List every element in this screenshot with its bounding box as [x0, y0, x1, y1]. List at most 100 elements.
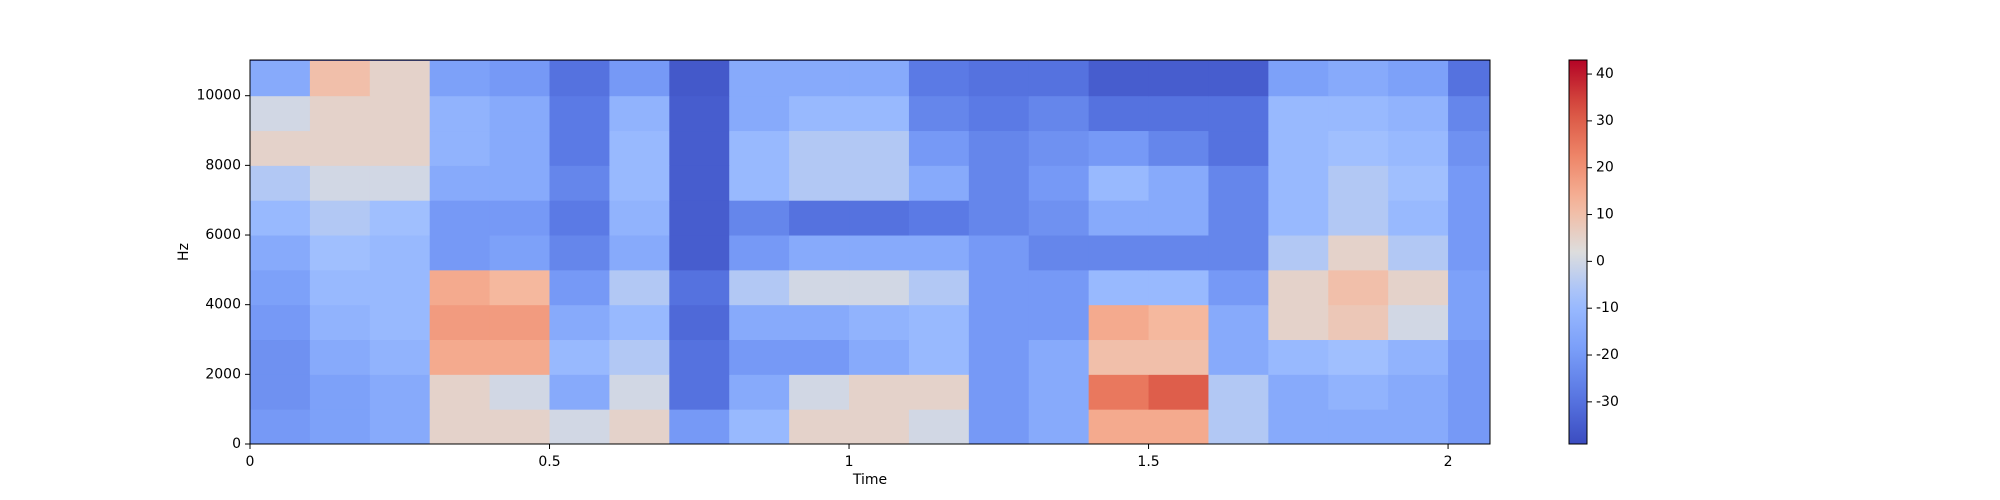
cell [1268, 409, 1329, 444]
cell [1448, 130, 1490, 166]
cell [429, 200, 491, 236]
cell [489, 95, 551, 132]
cell [250, 200, 311, 236]
cell [549, 339, 610, 375]
cell [1448, 60, 1490, 97]
cell [549, 60, 610, 97]
cell [849, 130, 910, 166]
cell [729, 409, 790, 444]
x-axis-label: Time [852, 472, 887, 488]
cell [1208, 235, 1269, 271]
cell [1388, 409, 1449, 444]
colorbar-tick-label: -20 [1596, 347, 1619, 363]
cell [789, 339, 850, 375]
cell [1448, 235, 1490, 271]
cell [1388, 269, 1449, 306]
y-tick-label: 8000 [205, 157, 241, 173]
cell [1448, 165, 1490, 201]
cell [1208, 165, 1269, 201]
cell [968, 60, 1030, 97]
cell [1448, 374, 1490, 410]
cell [1448, 200, 1490, 236]
cell [729, 304, 790, 341]
cell [1388, 95, 1449, 132]
cell [250, 374, 311, 410]
cell [729, 200, 790, 236]
cell [908, 95, 970, 132]
cell [369, 60, 431, 97]
cell [429, 269, 491, 306]
cell [789, 95, 850, 132]
cell [1388, 60, 1449, 97]
x-tick-label: 0.5 [538, 454, 560, 470]
cell [908, 409, 970, 444]
cell [669, 200, 730, 236]
cell [1448, 339, 1490, 375]
cell [849, 235, 910, 271]
cell [729, 339, 790, 375]
cell [908, 165, 970, 201]
cell [369, 339, 431, 375]
cell [1208, 374, 1269, 410]
cell [309, 269, 371, 306]
x-tick-label: 0 [246, 454, 255, 470]
cell [968, 235, 1030, 271]
cell [1148, 165, 1209, 201]
cell [849, 200, 910, 236]
cell [1088, 165, 1150, 201]
cell [489, 269, 551, 306]
cell [908, 374, 970, 410]
cell [1088, 409, 1150, 444]
cell [609, 269, 670, 306]
cell [1208, 130, 1269, 166]
cell [968, 409, 1030, 444]
cell [908, 304, 970, 341]
cell [1388, 165, 1449, 201]
cell [609, 95, 670, 132]
cell [1328, 95, 1389, 132]
colorbar-tick-label: -30 [1596, 394, 1619, 410]
cell [1028, 339, 1090, 375]
cell [369, 95, 431, 132]
cell [1448, 269, 1490, 306]
cell [1028, 130, 1090, 166]
cell [1148, 374, 1209, 410]
cell [369, 165, 431, 201]
cell [1268, 200, 1329, 236]
cell [729, 60, 790, 97]
cell [789, 304, 850, 341]
cell [250, 409, 311, 444]
cell [549, 374, 610, 410]
cell [849, 339, 910, 375]
cell [849, 165, 910, 201]
cell [908, 200, 970, 236]
cell [369, 200, 431, 236]
cell [369, 409, 431, 444]
cell [1148, 200, 1209, 236]
cell [849, 304, 910, 341]
cell [968, 374, 1030, 410]
cell [250, 130, 311, 166]
x-tick-label: 1 [845, 454, 854, 470]
cell [1388, 339, 1449, 375]
cell [549, 409, 610, 444]
cell [908, 269, 970, 306]
colorbar-tick-label: 30 [1596, 113, 1614, 129]
cell [369, 130, 431, 166]
cell [1268, 304, 1329, 341]
cell [1028, 269, 1090, 306]
cell [549, 304, 610, 341]
cells [250, 60, 1490, 444]
cell [1328, 409, 1389, 444]
cell [489, 60, 551, 97]
cell [1388, 130, 1449, 166]
cell [669, 304, 730, 341]
cell [489, 339, 551, 375]
cell [1208, 60, 1269, 97]
cell [609, 130, 670, 166]
cell [549, 269, 610, 306]
cell [1268, 269, 1329, 306]
cell [1208, 339, 1269, 375]
cell [908, 235, 970, 271]
cell [789, 60, 850, 97]
